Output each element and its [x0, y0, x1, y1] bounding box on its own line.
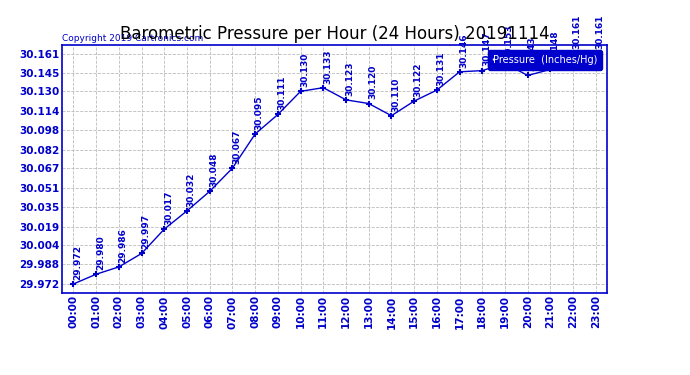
Text: 30.111: 30.111 [277, 76, 286, 110]
Text: 30.143: 30.143 [527, 37, 536, 71]
Text: 30.161: 30.161 [595, 15, 604, 50]
Text: 30.133: 30.133 [323, 49, 332, 84]
Text: 30.148: 30.148 [550, 31, 559, 65]
Text: 29.986: 29.986 [119, 228, 128, 263]
Text: 30.120: 30.120 [368, 65, 377, 99]
Text: 30.017: 30.017 [164, 190, 173, 225]
Legend: Pressure  (Inches/Hg): Pressure (Inches/Hg) [489, 50, 602, 70]
Text: 30.130: 30.130 [300, 53, 309, 87]
Text: 30.123: 30.123 [346, 61, 355, 96]
Text: 30.153: 30.153 [504, 25, 513, 59]
Text: 30.110: 30.110 [391, 77, 400, 111]
Text: 30.161: 30.161 [573, 15, 582, 50]
Text: 30.032: 30.032 [187, 172, 196, 207]
Text: 30.146: 30.146 [460, 33, 469, 68]
Text: 30.095: 30.095 [255, 95, 264, 130]
Text: Copyright 2019 Cartronics.com: Copyright 2019 Cartronics.com [62, 33, 204, 42]
Text: 30.067: 30.067 [232, 129, 241, 164]
Text: 29.980: 29.980 [96, 235, 105, 270]
Text: 30.147: 30.147 [482, 32, 491, 66]
Text: 29.972: 29.972 [73, 245, 82, 280]
Title: Barometric Pressure per Hour (24 Hours) 20191114: Barometric Pressure per Hour (24 Hours) … [120, 26, 549, 44]
Text: 30.048: 30.048 [209, 153, 219, 187]
Text: 30.122: 30.122 [414, 62, 423, 97]
Text: 30.131: 30.131 [437, 51, 446, 86]
Text: 29.997: 29.997 [141, 214, 150, 249]
